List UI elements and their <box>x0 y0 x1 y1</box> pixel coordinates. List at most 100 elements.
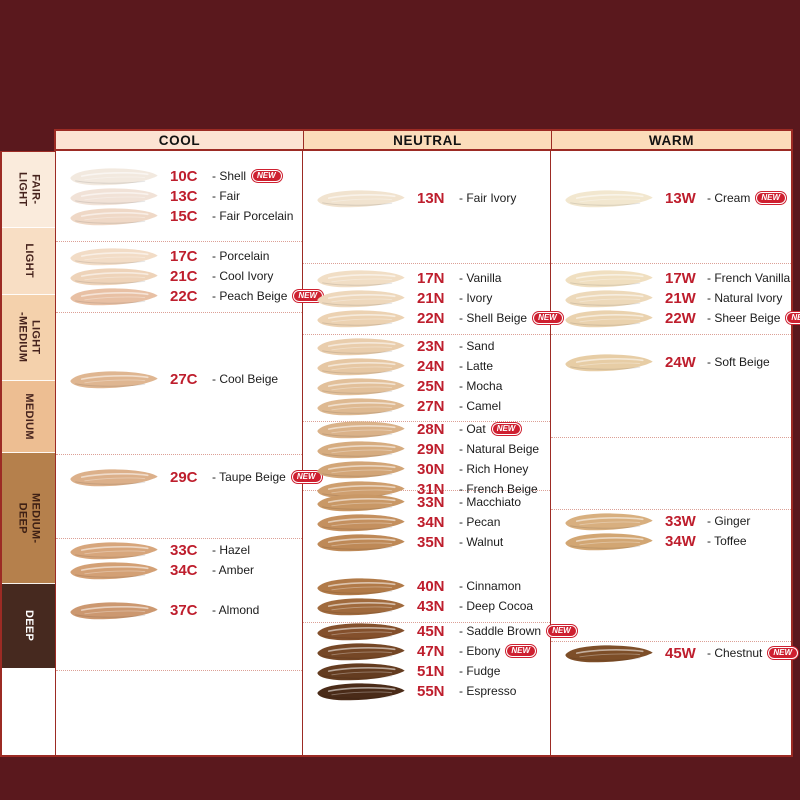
cell-cool-light: 17C Porcelain 21C Cool Ivory 22C Peach Beige N… <box>56 246 324 313</box>
category-label: LIGHT <box>23 243 36 279</box>
shade-name: Soft Beige <box>707 355 769 369</box>
shade-code: 21N <box>417 289 445 307</box>
swatch-icon <box>70 370 158 388</box>
new-badge: NEW <box>756 191 787 205</box>
shade-name: Porcelain <box>212 249 269 263</box>
swatch-icon <box>317 309 405 327</box>
new-badge: NEW <box>768 646 799 660</box>
shade-code: 29C <box>170 468 198 486</box>
cell-neutral-medium: 28N Oat NEW 29N Natural Beige 30N Rich Honey 31… <box>303 419 550 498</box>
shade-entry-22c: 22C Peach Beige NEW <box>56 286 324 306</box>
shade-name: French Beige <box>459 482 537 496</box>
shade-entry-31n: 31N French Beige <box>303 479 550 499</box>
swatch-icon <box>70 187 158 205</box>
shade-entry-33w: 33W Ginger <box>551 511 791 531</box>
category-label: LIGHT -MEDIUM <box>16 312 42 363</box>
cell-warm-light: 17W French Vanilla 21W Natural Ivory 22W Shee… <box>551 268 800 335</box>
shade-code: 15C <box>170 207 198 225</box>
shade-entry-13w: 13W Cream NEW <box>551 188 791 208</box>
shade-name: Cool Ivory <box>212 269 273 283</box>
shade-entry-27n: 27N Camel <box>303 396 550 416</box>
category-sidebar: FAIR- LIGHT LIGHT LIGHT -MEDIUM MEDIUM MEDIU… <box>2 151 56 755</box>
shade-name: Amber <box>212 563 254 577</box>
shade-name: Espresso <box>459 684 516 698</box>
swatch-icon <box>317 269 405 287</box>
shade-entry-23n: 23N Sand <box>303 336 550 356</box>
shade-entry-21n: 21N Ivory <box>303 288 550 308</box>
shade-entry-37c: 37C Almond <box>56 600 302 620</box>
shade-name: Rich Honey <box>459 462 528 476</box>
shade-code: 43N <box>417 597 445 615</box>
shade-name: Mocha <box>459 379 502 393</box>
column-header-neutral: NEUTRAL <box>303 131 551 149</box>
cell-cool-medium-deep: 33C Hazel 34C Amber 37C Almond <box>56 540 302 671</box>
shade-code: 21C <box>170 267 198 285</box>
swatch-icon <box>565 353 653 371</box>
shade-name: Ginger <box>707 514 750 528</box>
swatch-icon <box>70 601 158 619</box>
cell-warm-medium <box>551 438 791 510</box>
shade-name: Saddle Brown <box>459 624 541 638</box>
shade-name: Fudge <box>459 664 500 678</box>
shade-name: Cinnamon <box>459 579 521 593</box>
shade-name: Fair Ivory <box>459 191 516 205</box>
swatch-icon <box>317 642 405 660</box>
shade-code: 34W <box>665 532 696 550</box>
new-badge: NEW <box>291 470 322 484</box>
shade-entry-40n: 40N Cinnamon <box>303 576 550 596</box>
shade-name: Ebony <box>459 644 500 658</box>
shade-code: 37C <box>170 601 198 619</box>
column-cool: 10C Shell NEW 13C Fair 15C Fair Porcelain 17C Po… <box>56 151 324 755</box>
shade-name: Macchiato <box>459 495 521 509</box>
shade-entry-47n: 47N Ebony NEW <box>303 641 550 661</box>
shade-entry-13c: 13C Fair <box>56 186 302 206</box>
swatch-icon <box>317 289 405 307</box>
column-neutral: 13N Fair Ivory 17N Vanilla 21N Ivory 22N Shell … <box>303 151 577 755</box>
shade-name: Oat <box>459 422 485 436</box>
shade-code: 22W <box>665 309 696 327</box>
shade-code: 17C <box>170 247 198 265</box>
shade-name: Fair Porcelain <box>212 209 293 223</box>
shade-code: 34C <box>170 561 198 579</box>
new-badge: NEW <box>491 422 522 436</box>
swatch-icon <box>70 287 158 305</box>
swatch-icon <box>565 289 653 307</box>
shade-code: 24N <box>417 357 445 375</box>
shade-entry-29c: 29C Taupe Beige NEW <box>56 467 322 487</box>
shade-code: 47N <box>417 642 445 660</box>
shade-code: 35N <box>417 533 445 551</box>
shade-code: 21W <box>665 289 696 307</box>
swatch-icon <box>317 662 405 680</box>
category-label: MEDIUM <box>23 393 36 440</box>
shade-entry-24n: 24N Latte <box>303 356 550 376</box>
swatch-icon <box>317 357 405 375</box>
category-deep: DEEP <box>2 584 55 668</box>
shade-grid: 10C Shell NEW 13C Fair 15C Fair Porcelain 17C Po… <box>56 151 800 755</box>
shade-name: Hazel <box>212 543 250 557</box>
shade-code: 10C <box>170 167 198 185</box>
shade-entry-33n: 33N Macchiato <box>303 492 550 512</box>
shade-entry-45n: 45N Saddle Brown NEW <box>303 621 577 641</box>
cell-neutral-fair-light: 13N Fair Ivory <box>303 188 550 264</box>
shade-name: Shell Beige <box>459 311 527 325</box>
new-badge: NEW <box>533 311 563 325</box>
shade-code: 13W <box>665 189 696 207</box>
shade-entry-25n: 25N Mocha <box>303 376 550 396</box>
shade-code: 28N <box>417 420 445 438</box>
swatch-icon <box>317 337 405 355</box>
swatch-icon <box>317 513 405 531</box>
shade-code: 31N <box>417 480 445 498</box>
shade-name: French Vanilla <box>707 271 790 285</box>
shade-name: Natural Beige <box>459 442 539 456</box>
shade-entry-29n: 29N Natural Beige <box>303 439 550 459</box>
shade-name: Taupe Beige <box>212 470 286 484</box>
swatch-icon <box>565 269 653 287</box>
shade-code: 24W <box>665 353 696 371</box>
shade-entry-17w: 17W French Vanilla <box>551 268 791 288</box>
shade-code: 33N <box>417 493 445 511</box>
cell-warm-light-medium: 24W Soft Beige <box>551 352 791 438</box>
category-label: MEDIUM- DEEP <box>16 492 42 544</box>
swatch-icon <box>317 460 405 478</box>
cell-neutral-light: 17N Vanilla 21N Ivory 22N Shell Beige NEW <box>303 268 563 335</box>
shade-entry-45w: 45W Chestnut NEW <box>551 643 799 663</box>
